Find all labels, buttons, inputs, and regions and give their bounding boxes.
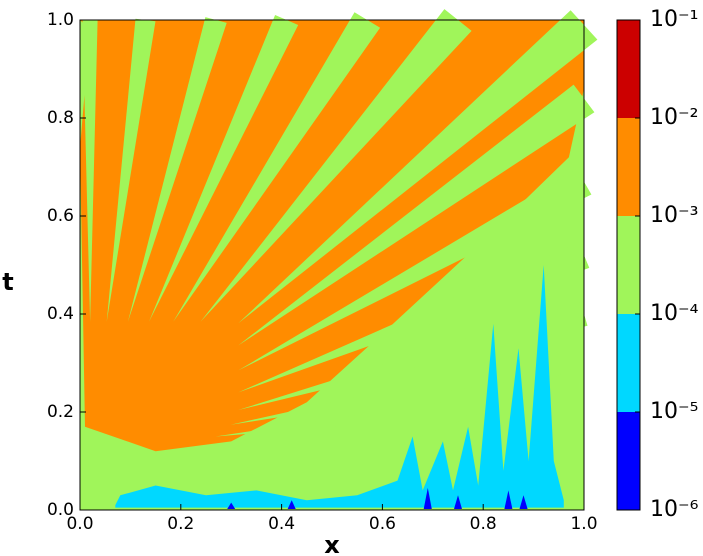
colorbar-segment [617, 412, 640, 510]
colorbar-label: 10⁻¹ [650, 7, 698, 32]
contour-region [423, 487, 432, 509]
x-axis-label: x [324, 531, 340, 556]
contour-region [200, 9, 472, 322]
x-tick-label: 0.8 [470, 514, 497, 534]
plot-frame [79, 19, 585, 511]
colorbar-label: 10⁻⁴ [650, 301, 699, 326]
contour-region [519, 495, 528, 509]
x-tick-label: 0.6 [369, 514, 396, 534]
colorbar-label: 10⁻³ [650, 203, 698, 228]
contour-region [230, 352, 561, 425]
contour-region [238, 168, 592, 371]
colorbar-label: 10⁻⁶ [650, 497, 699, 522]
x-tick-label: 0.0 [66, 514, 93, 534]
x-tick-label: 1.0 [570, 514, 597, 534]
colorbar-frame [616, 19, 641, 511]
contour-region [106, 18, 156, 322]
colorbar-segment [617, 216, 640, 314]
contour-region [215, 392, 510, 437]
y-tick-label: 1.0 [47, 10, 74, 30]
contour-region [127, 17, 227, 322]
contour-region [82, 20, 98, 322]
contour-region [238, 10, 598, 324]
contour-region [149, 15, 299, 322]
x-tick-label: 0.4 [268, 514, 295, 534]
contour-region [238, 84, 595, 346]
colorbar-segment [617, 118, 640, 216]
colorbar-segment [617, 314, 640, 412]
contour-region [504, 490, 513, 509]
contour-region [227, 502, 236, 509]
y-tick-label: 0.2 [47, 402, 74, 422]
y-tick-label: 0.8 [47, 108, 74, 128]
x-tick-label: 0.2 [167, 514, 194, 534]
contour-region [238, 302, 588, 410]
contour-region [173, 12, 381, 322]
colorbar-label: 10⁻⁵ [650, 399, 698, 424]
colorbar-segment [617, 20, 640, 118]
colorbar-label: 10⁻² [650, 105, 698, 130]
contour-region [115, 265, 564, 508]
contour-region [454, 495, 462, 509]
y-axis-label: t [2, 268, 13, 296]
y-tick-label: 0.4 [47, 304, 74, 324]
contour-region [238, 242, 590, 393]
contour-region [287, 500, 296, 509]
y-tick-label: 0.0 [47, 500, 74, 520]
y-tick-label: 0.6 [47, 206, 74, 226]
